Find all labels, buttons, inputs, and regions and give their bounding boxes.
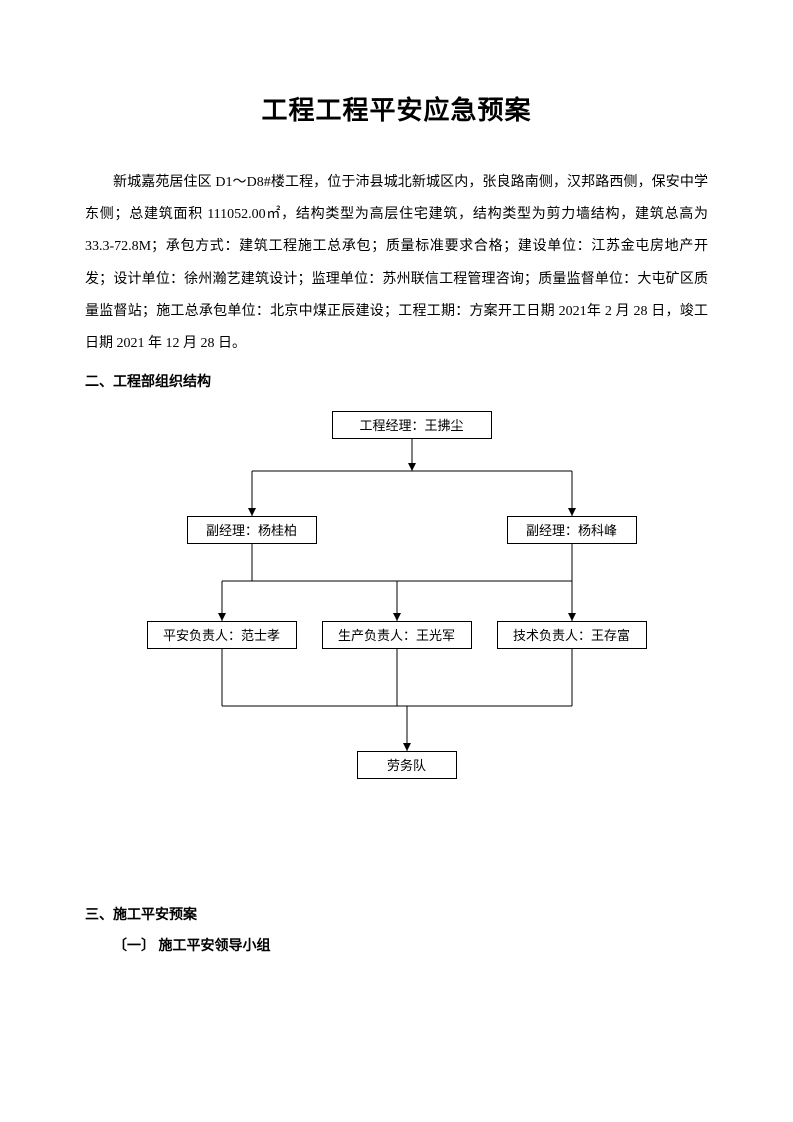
org-node-n6: 技术负责人：王存富: [497, 621, 647, 649]
org-node-n4: 平安负责人：范士孝: [147, 621, 297, 649]
org-node-n7: 劳务队: [357, 751, 457, 779]
org-node-n3: 副经理：杨科峰: [507, 516, 637, 544]
section-3-heading: 三、施工平安预案: [85, 901, 708, 932]
org-node-n5: 生产负责人：王光军: [322, 621, 472, 649]
org-node-n1: 工程经理：王拂尘: [332, 411, 492, 439]
page-title: 工程工程平安应急预案: [85, 90, 708, 127]
subsection-3-1-heading: 〔一〕 施工平安领导小组: [85, 932, 708, 963]
intro-paragraph: 新城嘉苑居住区 D1～D8#楼工程，位于沛县城北新城区内，张良路南侧，汉邦路西侧…: [85, 167, 708, 360]
org-chart: 工程经理：王拂尘副经理：杨桂柏 副经理：杨科峰平安负责人：范士孝生产负责人：王光军…: [117, 411, 677, 821]
section-2-heading: 二、工程部组织结构: [85, 368, 708, 399]
org-node-n2: 副经理：杨桂柏: [187, 516, 317, 544]
